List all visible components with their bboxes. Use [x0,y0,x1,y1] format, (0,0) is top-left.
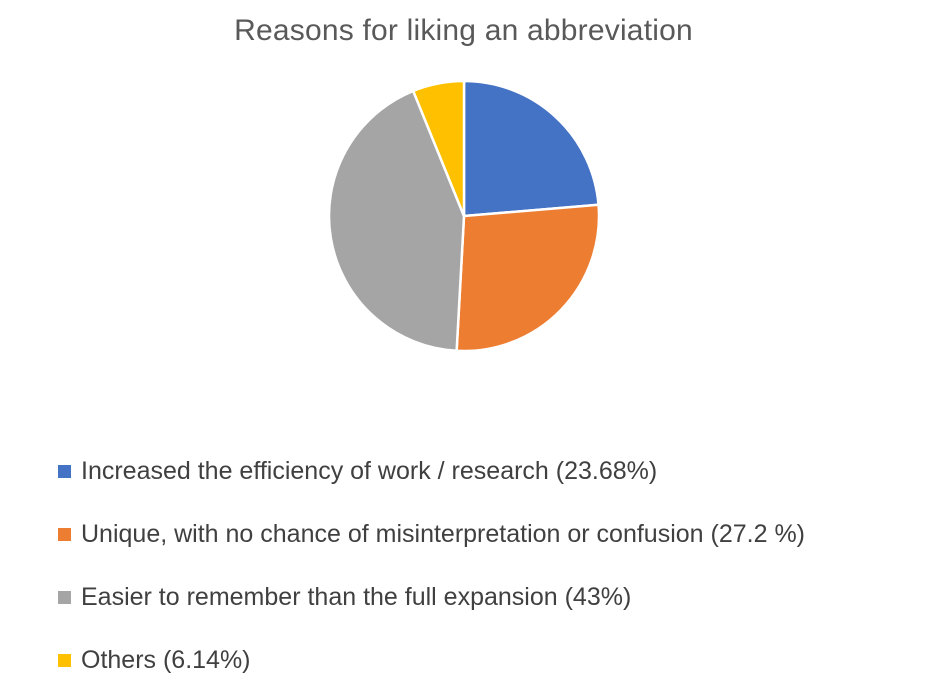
legend-item-easier: Easier to remember than the full expansi… [58,566,918,629]
legend-label-easier: Easier to remember than the full expansi… [81,583,632,611]
legend-swatch-others [58,654,71,667]
legend-item-unique: Unique, with no chance of misinterpretat… [58,503,918,566]
legend-item-efficiency: Increased the efficiency of work / resea… [58,440,918,503]
legend-swatch-unique [58,528,71,541]
legend-swatch-efficiency [58,465,71,478]
legend: Increased the efficiency of work / resea… [58,440,918,692]
chart-title: Reasons for liking an abbreviation [234,14,693,47]
legend-swatch-easier [58,591,71,604]
pie-slice-efficiency [462,79,600,218]
pie-slices [327,79,601,353]
legend-label-unique: Unique, with no chance of misinterpretat… [81,520,805,548]
legend-label-others: Others (6.14%) [81,646,251,674]
pie-slice-unique [455,203,601,353]
pie-slice-easier [327,89,466,353]
pie-slice-others [411,79,466,218]
legend-item-others: Others (6.14%) [58,629,918,692]
legend-label-efficiency: Increased the efficiency of work / resea… [81,457,658,485]
